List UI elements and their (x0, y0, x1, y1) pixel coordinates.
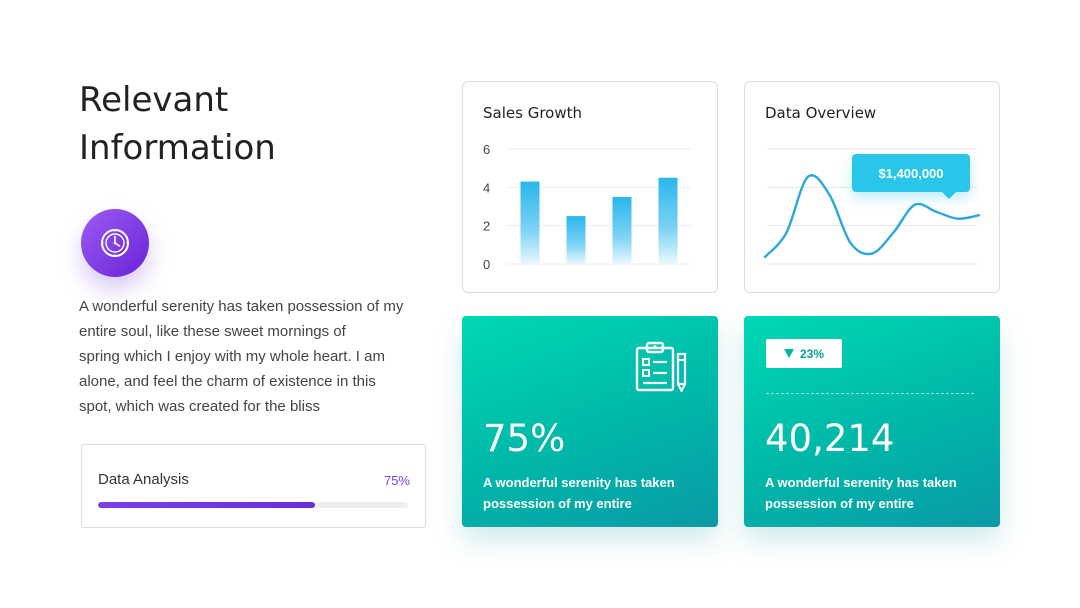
description-text: A wonderful serenity has taken possessio… (79, 294, 439, 419)
clock-badge (81, 209, 149, 277)
sales-growth-bar (566, 216, 586, 264)
data-analysis-percent: 75% (383, 473, 410, 488)
count-stat-description-line: possession of my entire (765, 496, 914, 511)
percent-stat-card: 75% A wonderful serenity has taken posse… (462, 316, 718, 527)
data-analysis-progress-fill (98, 502, 315, 508)
description-line: A wonderful serenity has taken possessio… (79, 298, 404, 315)
triangle-down-icon (783, 349, 794, 358)
percent-stat-description-line: A wonderful serenity has taken (483, 475, 675, 490)
sales-growth-bar (520, 181, 540, 264)
trend-badge: 23% (766, 339, 842, 368)
percent-stat-value: 75% (483, 417, 566, 460)
description-line: alone, and feel the charm of existence i… (79, 373, 376, 390)
description-line: spring which I enjoy with my whole heart… (79, 348, 385, 365)
sales-growth-chart: 0 2 4 6 (483, 142, 691, 272)
data-overview-title: Data Overview (765, 104, 877, 122)
page-title-line-1: Relevant (79, 80, 229, 120)
sales-growth-tick-label: 4 (483, 180, 490, 195)
sales-growth-title: Sales Growth (483, 104, 582, 122)
data-overview-tooltip: $1,400,000 (852, 154, 970, 199)
trend-badge-value: 23% (799, 346, 825, 361)
data-analysis-label: Data Analysis (98, 471, 189, 488)
sales-growth-tick-label: 6 (483, 142, 490, 157)
count-stat-description-line: A wonderful serenity has taken (765, 475, 957, 490)
data-analysis-card: Data Analysis 75% (81, 444, 426, 528)
sales-growth-bar (612, 196, 632, 264)
count-stat-description: A wonderful serenity has taken possessio… (765, 472, 985, 514)
clock-icon (101, 229, 129, 257)
count-stat-value: 40,214 (765, 417, 895, 460)
data-analysis-progress-track (98, 502, 408, 508)
sales-growth-tick-label: 2 (483, 219, 490, 234)
page-title: Relevant Information (79, 76, 419, 172)
description-line: spot, which was created for the bliss (79, 398, 320, 415)
clipboard-pencil-icon (635, 341, 687, 392)
data-overview-tooltip-value: $1,400,000 (878, 165, 944, 181)
description-line: entire soul, like these sweet mornings o… (79, 323, 346, 340)
sales-growth-card: Sales Growth 0 2 4 6 (462, 81, 718, 293)
data-overview-card: Data Overview $1,400,000 (744, 81, 1000, 293)
card-divider (766, 393, 974, 394)
sales-growth-bar (658, 177, 678, 264)
page-title-line-2: Information (79, 128, 276, 168)
percent-stat-description-line: possession of my entire (483, 496, 632, 511)
data-overview-line (763, 174, 981, 259)
count-stat-card: 23% 40,214 A wonderful serenity has take… (744, 316, 1000, 527)
sales-growth-tick-label: 0 (483, 257, 490, 272)
percent-stat-description: A wonderful serenity has taken possessio… (483, 472, 703, 514)
